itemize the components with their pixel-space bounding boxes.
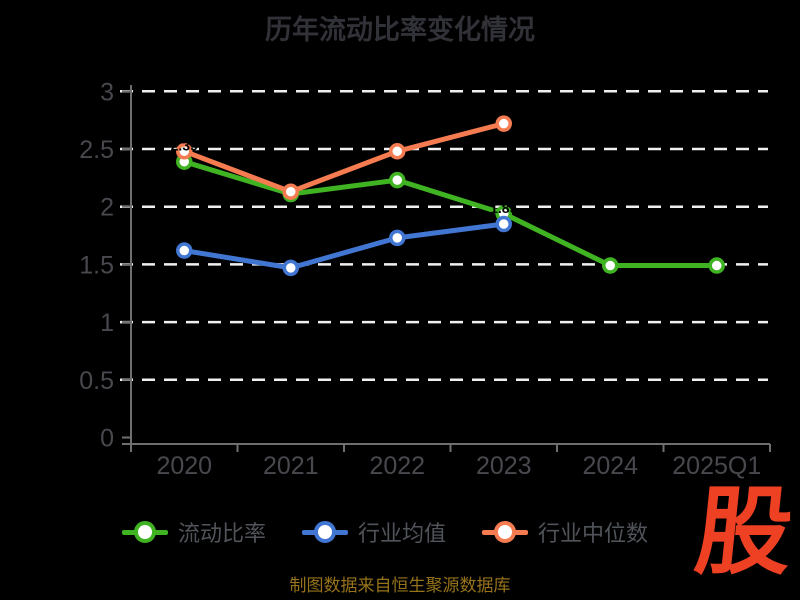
series-line-流动比率 [181,159,720,269]
y-tick-label: 2.5 [79,136,114,164]
legend-marker-dot [133,521,156,543]
y-tick-label: 1 [100,309,114,337]
data-point-label: 1.49 [703,242,730,258]
legend-marker-industry-mean-icon [301,521,348,543]
data-point [389,171,406,189]
series-line-行业中位数 [181,121,507,195]
x-tick-label: 2023 [476,452,532,480]
data-point-label: 1.73 [384,214,411,230]
legend: 流动比率 行业均值 行业中位数 [0,516,800,548]
data-point-label: 1.94 [490,190,517,206]
data-point [495,115,512,132]
x-tick-label: 2024 [582,452,638,480]
y-tick-label: 0 [100,425,114,453]
legend-label-industry-mean: 行业均值 [357,521,446,546]
data-point [708,257,725,274]
x-tick-label: 2022 [369,452,425,480]
legend-marker-current-ratio-icon [121,521,168,543]
x-tick-label: 2021 [263,452,319,480]
x-tick-label: 2025Q1 [672,452,761,480]
legend-item-industry-median[interactable]: 行业中位数 [482,516,648,548]
y-tick-label: 3 [100,78,114,106]
chart-title: 历年流动比率变化情况 [265,15,535,45]
y-tick-label: 2 [100,194,114,222]
data-point [176,143,193,160]
legend-label-current-ratio: 流动比率 [177,521,266,546]
legend-item-industry-mean[interactable]: 行业均值 [301,516,446,548]
data-point-label: 2.72 [490,100,517,116]
data-point-label: 2.13 [277,168,304,184]
data-point-label: 2.39 [171,138,198,154]
source-note: 制图数据来自恒生聚源数据库 [289,576,511,595]
data-point-label: 2.23 [384,156,411,172]
data-point-label: 2.11 [278,170,305,186]
data-point [495,215,512,233]
y-tick-label: 1.5 [79,251,114,279]
data-point-label: 2.48 [171,127,198,143]
y-tick-label: 0.5 [79,367,114,395]
data-point-label: 1.62 [171,227,198,243]
x-tick-label: 2020 [156,452,212,480]
legend-marker-dot [313,521,336,543]
data-point [282,259,299,277]
data-point [282,183,299,200]
data-point-label: 1.49 [597,242,624,258]
data-point [602,257,619,274]
data-point-label: 2.48 [384,127,411,143]
legend-marker-industry-median-icon [482,521,528,543]
logo-gu: 股 [690,479,798,586]
legend-marker-dot [494,521,516,543]
data-point-label: 1.85 [490,200,517,216]
legend-item-current-ratio[interactable]: 流动比率 [121,516,266,548]
legend-label-industry-median: 行业中位数 [538,521,649,546]
data-point [176,242,193,259]
data-point-label: 1.47 [277,244,304,260]
line-chart: 0 0.5 1 1.5 2 2.5 3 2020 2021 2022 2023 2024 2025Q1 2… [79,78,771,480]
data-point [389,143,406,160]
data-point [389,229,406,247]
series-line-行业均值 [181,221,507,271]
